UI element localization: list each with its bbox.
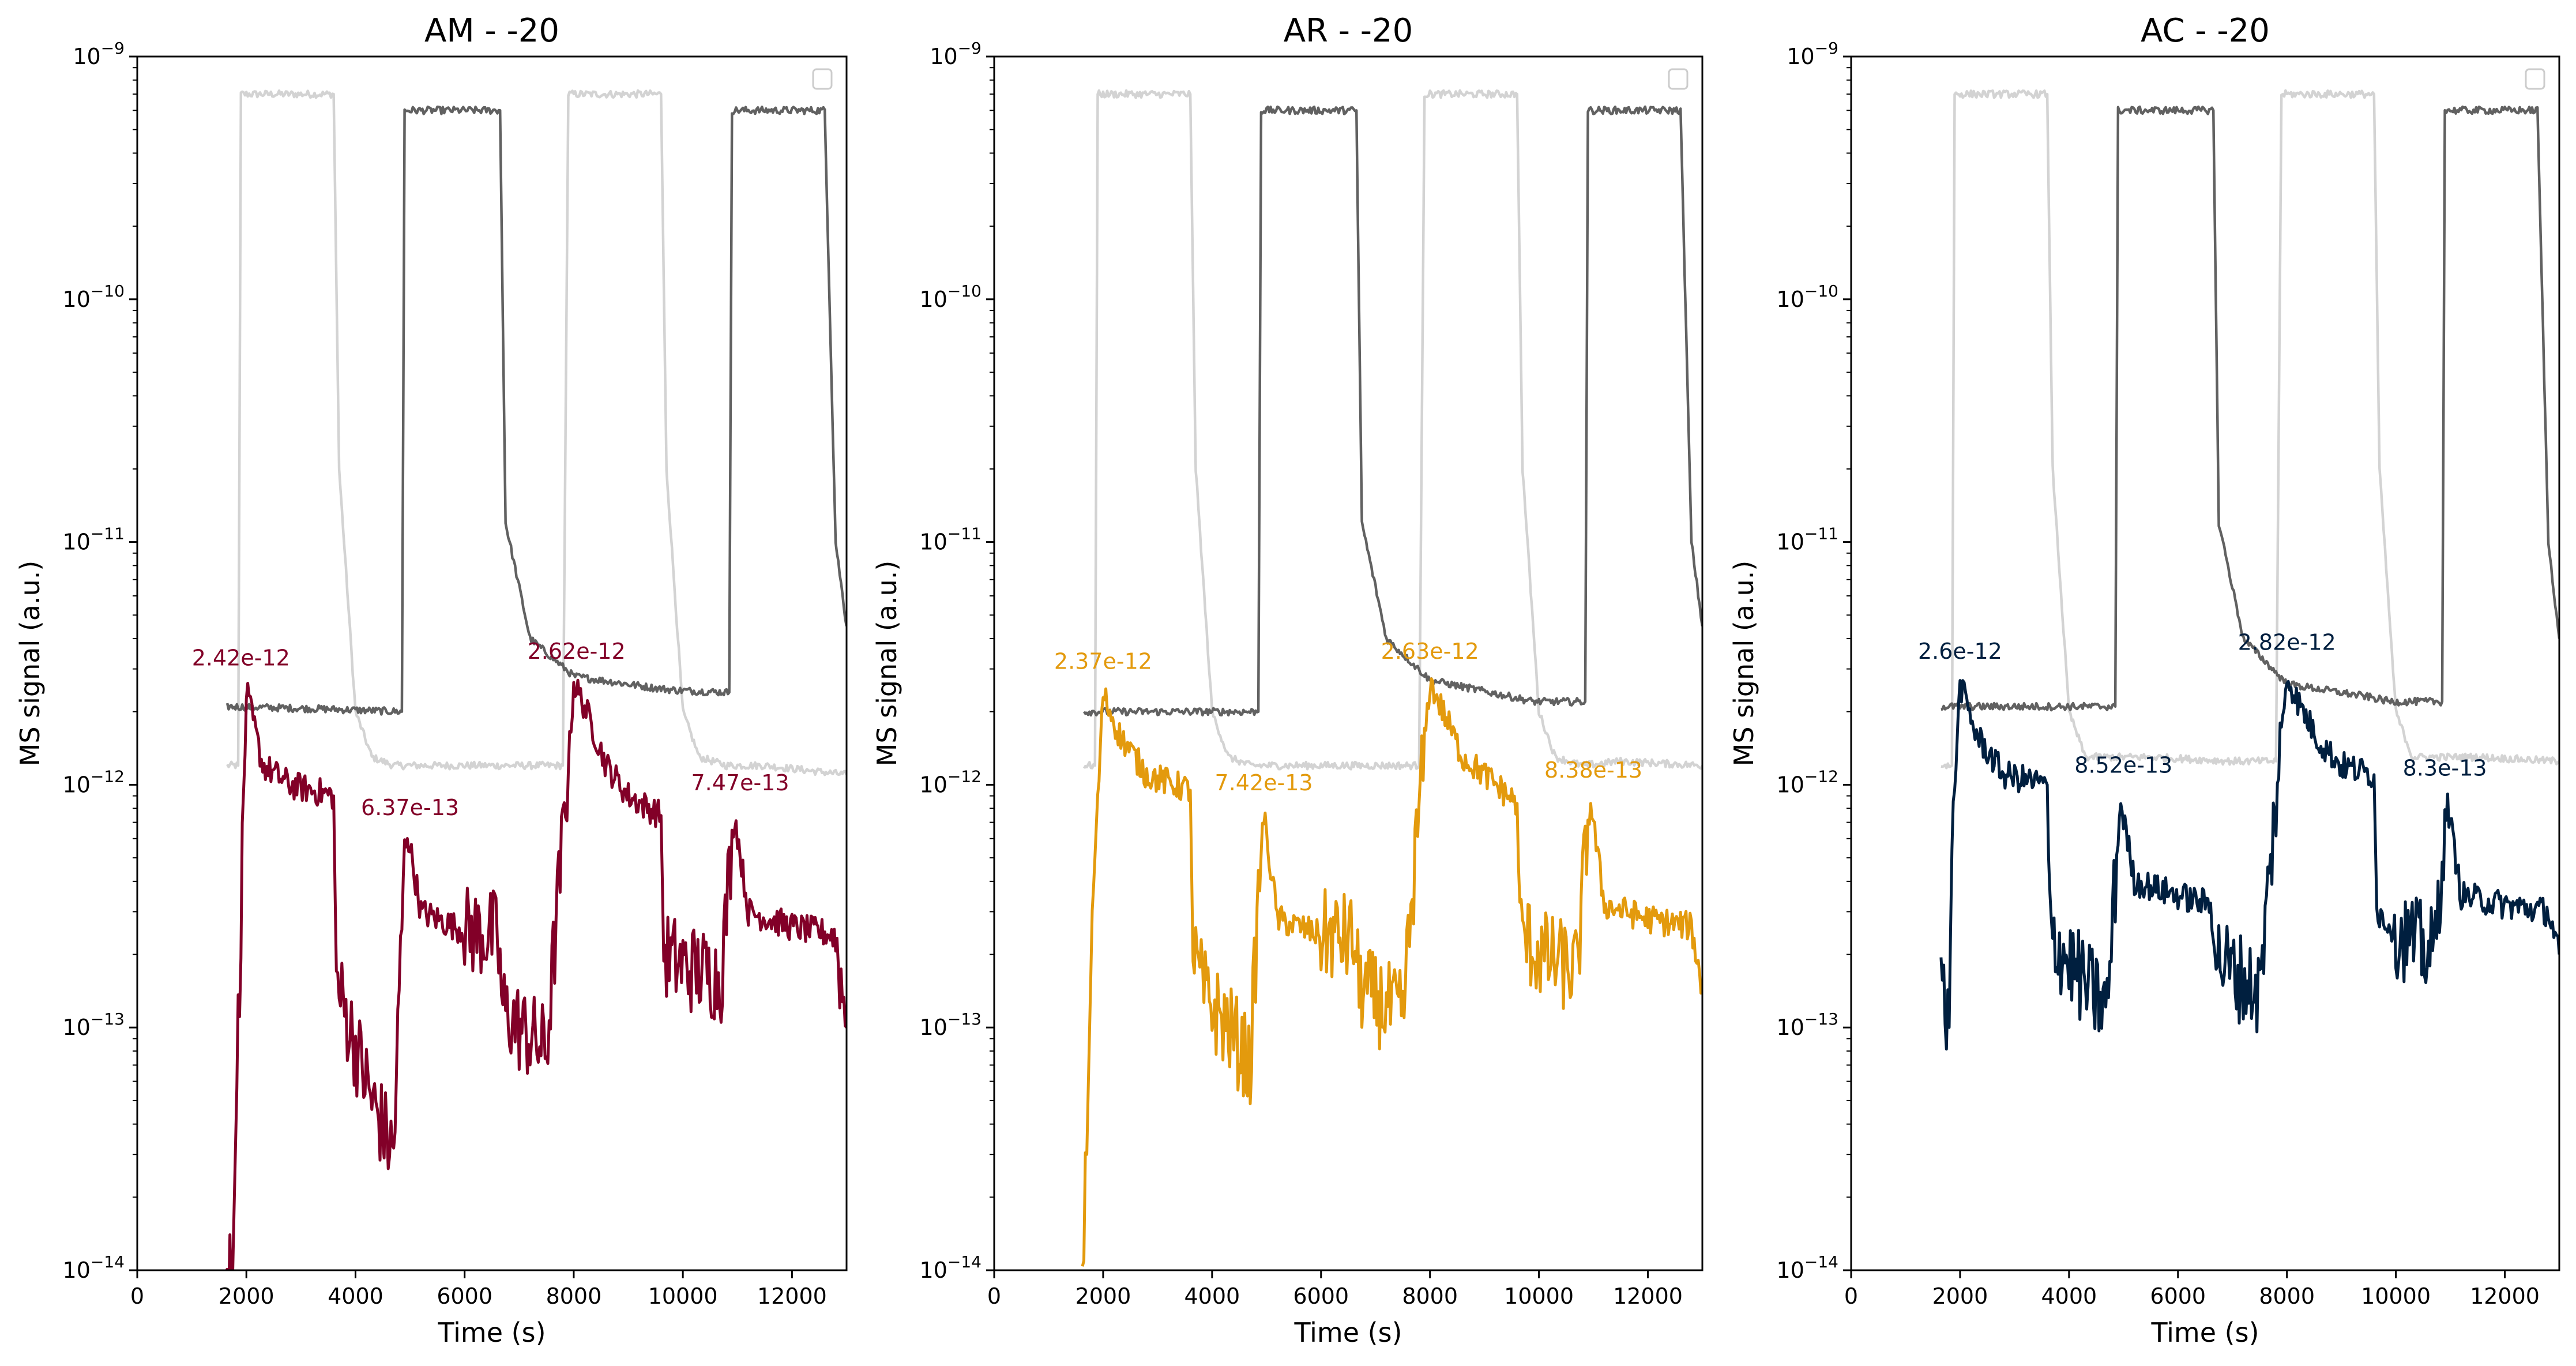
chart-title: AC - -20 [2141, 12, 2270, 50]
y-tick-label: 10−14 [63, 1252, 125, 1283]
x-tick-label: 2000 [1075, 1284, 1131, 1309]
series-line-1 [1082, 89, 1702, 771]
y-axis-label: MS signal (a.u.) [1728, 561, 1759, 767]
series-line-2 [1083, 105, 1702, 717]
data-annotation: 8.52e-13 [2074, 753, 2172, 778]
legend-box [1668, 68, 1688, 90]
y-tick-label: 10−11 [920, 524, 981, 555]
x-tick-label: 8000 [2259, 1284, 2315, 1309]
y-tick-label: 10−9 [1787, 39, 1838, 69]
x-tick-label: 0 [987, 1284, 1001, 1309]
chart-panel-1: 0 2000 4000 6000 8000 10000 12000 10−14 10−13 10−… [14, 12, 848, 1348]
x-tick-label: 10000 [1504, 1284, 1574, 1309]
plot-frame [1850, 55, 2560, 1271]
data-annotation: 7.42e-13 [1215, 770, 1313, 795]
y-tick-label: 10−10 [920, 282, 981, 312]
chart-panel-3: 0 2000 4000 6000 8000 10000 12000 10−14 10−13 10−… [1728, 12, 2560, 1348]
y-tick-label: 10−12 [63, 767, 125, 797]
series-line-3 [225, 678, 847, 1270]
y-axis-label: MS signal (a.u.) [871, 561, 902, 767]
chart-panel-2: 0 2000 4000 6000 8000 10000 12000 10−14 10−13 10−… [871, 12, 1703, 1348]
x-tick-label: 2000 [1932, 1284, 1988, 1309]
series-line-2 [225, 105, 847, 716]
y-tick-label: 10−12 [1777, 767, 1838, 797]
y-axis-label: MS signal (a.u.) [14, 561, 46, 767]
chart-title: AM - -20 [424, 12, 559, 50]
x-axis-label: Time (s) [2150, 1317, 2259, 1348]
y-tick-label: 10−11 [63, 524, 125, 555]
y-tick-label: 10−11 [1777, 524, 1838, 555]
y-tick-label: 10−9 [930, 39, 981, 69]
y-tick-label: 10−13 [920, 1010, 981, 1040]
x-tick-label: 4000 [2041, 1284, 2097, 1309]
data-annotation: 8.38e-13 [1544, 757, 1642, 783]
y-tick-label: 10−13 [63, 1010, 125, 1040]
x-axis-label: Time (s) [1293, 1317, 1402, 1348]
x-tick-label: 12000 [1613, 1284, 1683, 1309]
series-line-3 [1939, 679, 2559, 1051]
data-annotation: 2.42e-12 [192, 646, 290, 671]
x-tick-label: 4000 [328, 1284, 383, 1309]
series-line-1 [226, 89, 847, 776]
y-tick-label: 10−13 [1777, 1010, 1838, 1040]
data-annotation: 8.3e-13 [2403, 756, 2487, 781]
series-line-2 [1941, 105, 2559, 712]
legend-box [812, 68, 833, 90]
x-tick-label: 6000 [2150, 1284, 2206, 1309]
plot-frame [136, 55, 848, 1271]
y-tick-label: 10−10 [63, 282, 125, 312]
x-tick-label: 10000 [2361, 1284, 2431, 1309]
y-tick-label: 10−9 [73, 39, 125, 69]
x-tick-label: 2000 [219, 1284, 274, 1309]
data-annotation: 2.63e-12 [1381, 639, 1479, 664]
x-tick-label: 6000 [437, 1284, 492, 1309]
data-annotation: 6.37e-13 [361, 795, 459, 820]
y-tick-label: 10−12 [920, 767, 981, 797]
x-tick-label: 6000 [1293, 1284, 1349, 1309]
x-tick-label: 12000 [757, 1284, 827, 1309]
data-annotation: 2.37e-12 [1054, 649, 1152, 674]
series-line-1 [1941, 89, 2559, 770]
y-tick-label: 10−14 [1777, 1252, 1838, 1283]
x-axis-label: Time (s) [437, 1317, 546, 1348]
data-annotation: 2.82e-12 [2238, 629, 2336, 655]
data-annotation: 2.6e-12 [1918, 639, 2002, 664]
series-line-3 [1081, 677, 1702, 1267]
x-tick-label: 10000 [648, 1284, 718, 1309]
x-tick-label: 0 [130, 1284, 144, 1309]
data-annotation: 2.62e-12 [528, 639, 626, 664]
data-annotation: 7.47e-13 [691, 770, 789, 795]
x-tick-label: 8000 [546, 1284, 602, 1309]
y-tick-label: 10−14 [920, 1252, 981, 1283]
plot-frame [993, 55, 1703, 1271]
x-tick-label: 4000 [1184, 1284, 1240, 1309]
y-tick-label: 10−10 [1777, 282, 1838, 312]
legend-box [2525, 68, 2545, 90]
x-tick-label: 0 [1844, 1284, 1858, 1309]
x-tick-label: 12000 [2470, 1284, 2540, 1309]
chart-title: AR - -20 [1284, 12, 1413, 50]
x-tick-label: 8000 [1402, 1284, 1458, 1309]
